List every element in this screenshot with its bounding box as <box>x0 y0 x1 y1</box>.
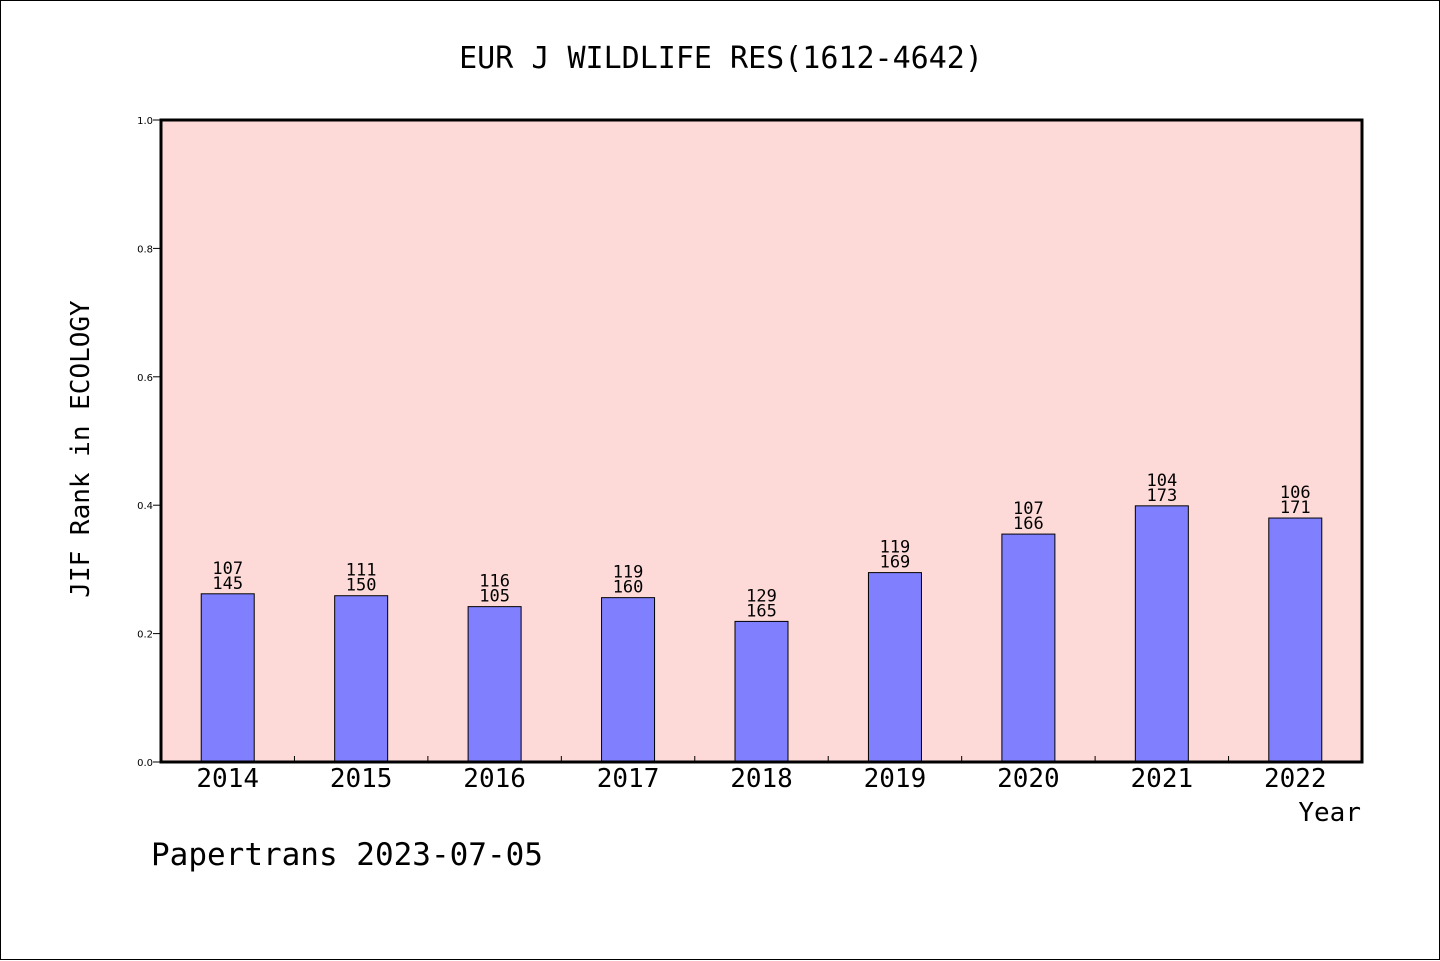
data-label-lower: 166 <box>1013 514 1044 534</box>
bar-2020 <box>1001 533 1056 763</box>
y-tick-label: 0.2 <box>137 630 153 641</box>
data-label-lower: 150 <box>346 576 377 596</box>
x-axis-label: Year <box>1298 798 1361 828</box>
bar-2019 <box>867 572 922 763</box>
y-tick-label: 0.0 <box>137 758 153 769</box>
data-label-lower: 173 <box>1146 486 1177 506</box>
y-tick-label: 0.4 <box>137 501 153 512</box>
data-label-upper: 116 <box>479 572 510 592</box>
data-label-lower: 165 <box>746 601 777 621</box>
data-label-upper: 107 <box>1013 499 1044 519</box>
bar-2015 <box>334 595 389 763</box>
plot-frame <box>159 118 1364 764</box>
bar-2014 <box>200 593 255 763</box>
chart-title: EUR J WILDLIFE RES(1612-4642) <box>459 41 983 76</box>
x-tick-label: 2016 <box>463 764 526 794</box>
data-label-lower: 105 <box>479 587 510 607</box>
bar-2022 <box>1268 517 1323 763</box>
x-axis: 2014 2015 2016 2017 2018 2019 2020 2021 2022 <box>196 756 1327 794</box>
x-tick-label: 2015 <box>330 764 393 794</box>
data-label-upper: 119 <box>880 538 911 558</box>
data-label-upper: 107 <box>212 559 243 579</box>
bar-series <box>200 505 1323 763</box>
y-axis-label: JIF Rank in ECOLOGY <box>66 300 96 598</box>
x-tick-label: 2018 <box>730 764 793 794</box>
data-label-lower: 169 <box>880 553 911 573</box>
data-label-upper: 129 <box>746 586 777 606</box>
data-label-upper: 111 <box>346 561 377 581</box>
x-tick-label: 2014 <box>196 764 259 794</box>
bar-2021 <box>1134 505 1189 763</box>
data-label-upper: 106 <box>1280 483 1311 503</box>
data-label-upper: 119 <box>613 563 644 583</box>
y-axis: 0.0 0.2 0.4 0.6 0.8 1.0 <box>137 116 161 769</box>
y-tick-label: 0.6 <box>137 373 153 384</box>
x-tick-label: 2021 <box>1131 764 1194 794</box>
data-label-upper: 104 <box>1146 471 1177 491</box>
y-tick-label: 1.0 <box>137 116 153 127</box>
x-tick-label: 2019 <box>864 764 927 794</box>
data-label-lower: 145 <box>212 574 243 594</box>
x-tick-label: 2017 <box>597 764 660 794</box>
x-tick-label: 2022 <box>1264 764 1327 794</box>
footer-credit: Papertrans 2023-07-05 <box>151 837 543 873</box>
bar-2016 <box>467 606 522 763</box>
data-label-lower: 171 <box>1280 498 1311 518</box>
bar-2017 <box>601 597 656 763</box>
data-label-lower: 160 <box>613 578 644 598</box>
y-tick-label: 0.8 <box>137 244 153 255</box>
bar-2018 <box>734 620 789 763</box>
x-tick-label: 2020 <box>997 764 1060 794</box>
